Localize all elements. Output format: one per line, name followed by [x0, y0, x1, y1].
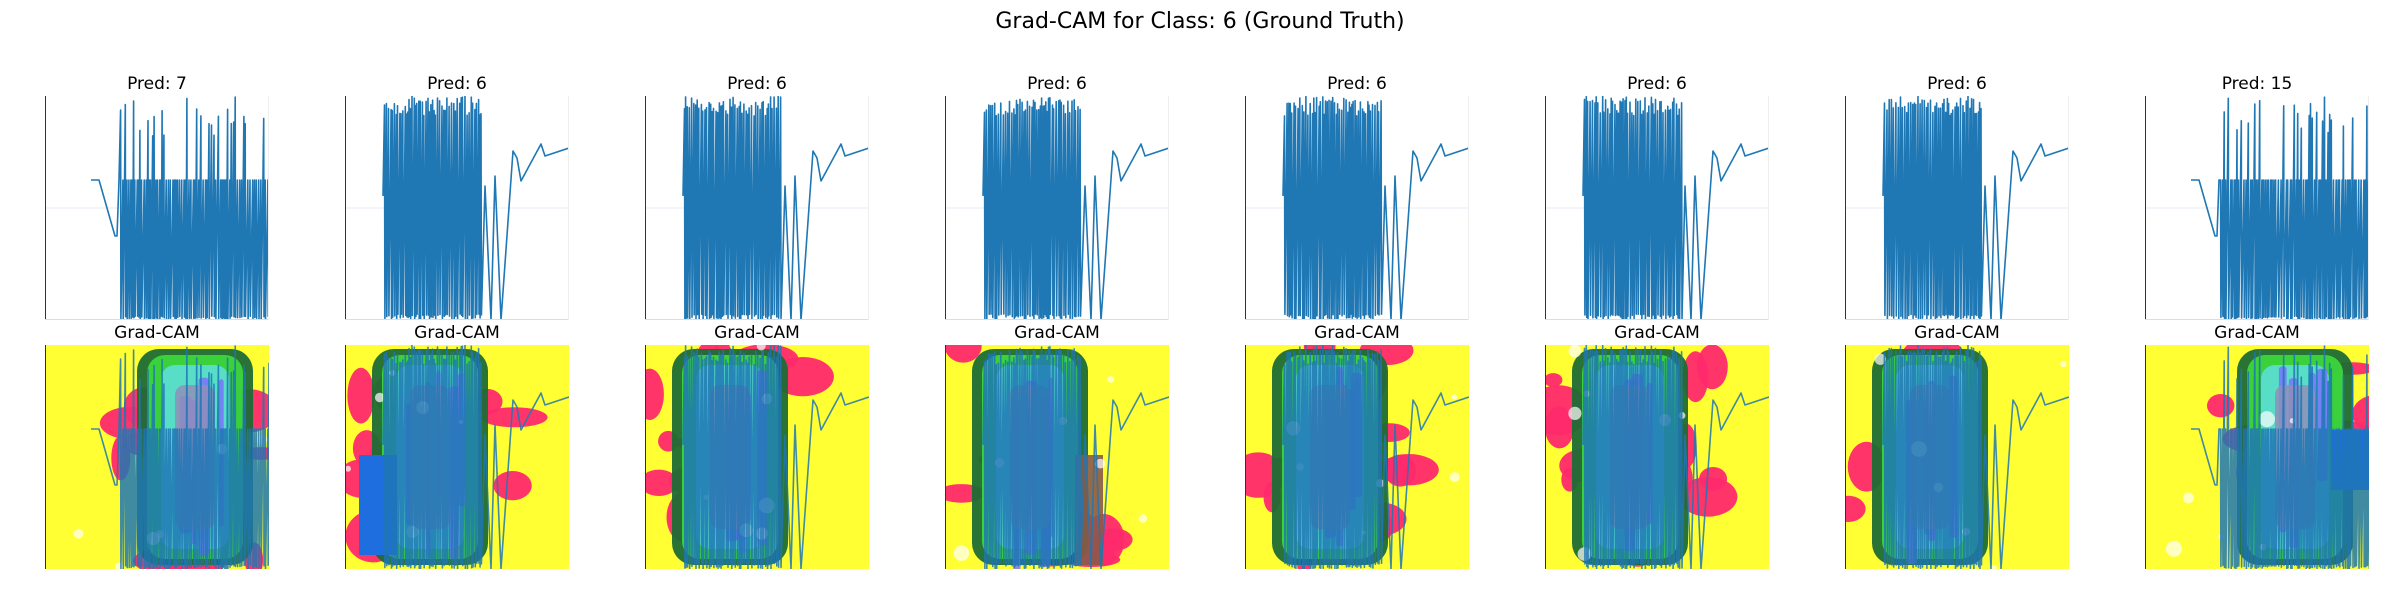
- prediction-title: Pred: 6: [1927, 74, 1987, 94]
- cam-blob: [1990, 564, 1997, 569]
- overlay-signal-line: [2191, 345, 2369, 569]
- plot-area: [345, 96, 569, 320]
- overlay-signal-line: [682, 345, 869, 569]
- cam-blob: [1874, 353, 1886, 365]
- signal-panel: Pred: 6: [1245, 74, 1469, 320]
- gradcam-title: Grad-CAM: [714, 323, 800, 343]
- cam-blob: [1845, 495, 1866, 522]
- plot-area: [645, 345, 869, 569]
- signal-panel: Pred: 6: [345, 74, 569, 320]
- gradcam-panel: Grad-CAM: [945, 323, 1169, 569]
- plot-area: [1845, 345, 2069, 569]
- signal-line: [982, 96, 1169, 320]
- prediction-title: Pred: 15: [2222, 74, 2293, 94]
- figure-title: Grad-CAM for Class: 6 (Ground Truth): [995, 9, 1404, 34]
- cam-blob: [756, 345, 766, 351]
- prediction-title: Pred: 6: [1327, 74, 1387, 94]
- gradcam-panel: Grad-CAM: [1245, 323, 1469, 569]
- plot-area: [45, 96, 269, 320]
- plot-area: [2145, 345, 2369, 569]
- signal-line: [1582, 96, 1769, 320]
- overlay-signal-line: [91, 345, 269, 569]
- prediction-title: Pred: 6: [1027, 74, 1087, 94]
- plot-area: [345, 345, 569, 569]
- plot-area: [1545, 96, 1769, 320]
- plot-area: [1545, 345, 1769, 569]
- cam-blob: [1545, 406, 1575, 449]
- cam-blob: [1095, 528, 1133, 551]
- signal-panel: Pred: 6: [645, 74, 869, 320]
- overlay-signal-line: [982, 345, 1169, 569]
- gradcam-panel: Grad-CAM: [2145, 323, 2369, 569]
- cam-blob: [1449, 472, 1460, 483]
- cam-blob: [1568, 345, 1582, 358]
- overlay-signal-line: [1582, 345, 1769, 569]
- cam-blob: [345, 465, 351, 472]
- signal-panel: Pred: 6: [1845, 74, 2069, 320]
- gradcam-title: Grad-CAM: [1614, 323, 1700, 343]
- cam-blob: [2183, 492, 2194, 504]
- panels-grid: Pred: 7 Pred: 6 Pred: 6 Pred: 6 Pred: 6 Pred:…: [45, 74, 2369, 569]
- gradcam-title: Grad-CAM: [1014, 323, 1100, 343]
- cam-blob: [2207, 394, 2235, 418]
- cam-blob: [945, 345, 982, 363]
- cam-blob: [1138, 514, 1147, 523]
- gradcam-panel: Grad-CAM: [345, 323, 569, 569]
- cam-blob: [1682, 351, 1709, 403]
- signal-line: [91, 96, 269, 320]
- overlay-signal-line: [1882, 345, 2069, 569]
- cam-blob: [493, 471, 532, 501]
- overlay-signal-line: [382, 345, 569, 569]
- cam-blob: [481, 407, 548, 428]
- prediction-title: Pred: 6: [727, 74, 787, 94]
- plot-area: [945, 345, 1169, 569]
- cam-blob: [73, 528, 84, 539]
- plot-area: [1245, 345, 1469, 569]
- cam-blob: [1107, 376, 1115, 383]
- gradcam-title: Grad-CAM: [1914, 323, 2000, 343]
- cam-blob: [2060, 360, 2067, 368]
- signal-line: [382, 96, 569, 320]
- overlay-signal-line: [1282, 345, 1469, 569]
- plot-area: [1245, 96, 1469, 320]
- plot-area: [45, 345, 269, 569]
- signal-panel: Pred: 6: [1545, 74, 1769, 320]
- signal-panel: Pred: 7: [45, 74, 269, 320]
- plot-area: [1845, 96, 2069, 320]
- cam-blob: [2259, 411, 2275, 428]
- plot-area: [645, 96, 869, 320]
- plot-area: [2145, 96, 2369, 320]
- prediction-title: Pred: 6: [1627, 74, 1687, 94]
- cam-blob: [645, 368, 664, 420]
- cam-blob: [1545, 373, 1563, 387]
- gradcam-panel: Grad-CAM: [45, 323, 269, 569]
- signal-line: [1882, 96, 2069, 320]
- cam-blob: [2165, 540, 2182, 557]
- cam-blob: [953, 545, 970, 561]
- signal-panel: Pred: 15: [2145, 74, 2369, 320]
- gradcam-title: Grad-CAM: [2214, 323, 2300, 343]
- prediction-title: Pred: 6: [427, 74, 487, 94]
- gradcam-panel: Grad-CAM: [1845, 323, 2069, 569]
- plot-area: [945, 96, 1169, 320]
- signal-line: [1282, 96, 1469, 320]
- cam-blob: [1568, 406, 1582, 420]
- cam-blob: [1095, 458, 1106, 469]
- cam-blob: [374, 392, 385, 403]
- prediction-title: Pred: 7: [127, 74, 187, 94]
- gradcam-title: Grad-CAM: [414, 323, 500, 343]
- gradcam-title: Grad-CAM: [114, 323, 200, 343]
- cam-blob: [645, 469, 678, 496]
- signal-line: [2191, 96, 2369, 320]
- cam-blob: [1451, 394, 1458, 400]
- signal-line: [682, 96, 869, 320]
- signal-panel: Pred: 6: [945, 74, 1169, 320]
- gradcam-title: Grad-CAM: [1314, 323, 1400, 343]
- gradcam-panel: Grad-CAM: [1545, 323, 1769, 569]
- cam-blob: [347, 367, 375, 424]
- gradcam-panel: Grad-CAM: [645, 323, 869, 569]
